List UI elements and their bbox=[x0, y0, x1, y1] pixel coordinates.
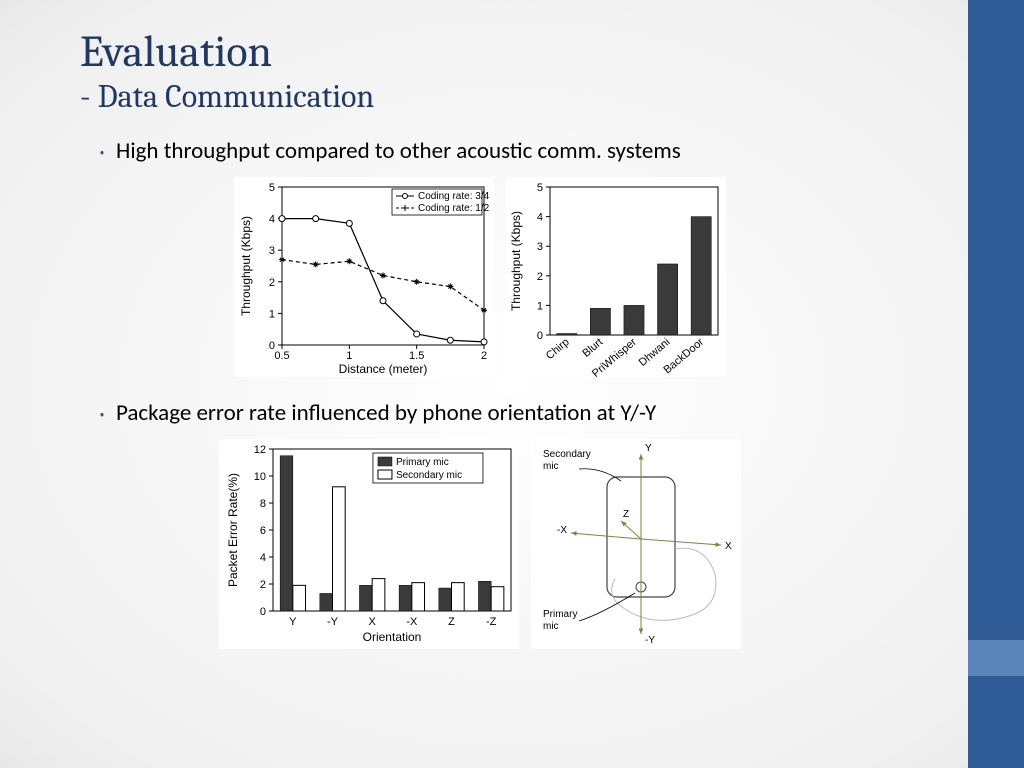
svg-text:10: 10 bbox=[254, 471, 266, 483]
svg-text:Secondary mic: Secondary mic bbox=[396, 470, 462, 481]
svg-text:Coding rate: 1/2: Coding rate: 1/2 bbox=[418, 203, 490, 214]
bullet-text-2: Package error rate influenced by phone o… bbox=[116, 399, 656, 427]
svg-text:0: 0 bbox=[537, 330, 543, 342]
svg-text:Y: Y bbox=[289, 616, 297, 628]
svg-text:1: 1 bbox=[346, 350, 352, 362]
svg-text:mic: mic bbox=[543, 461, 559, 472]
svg-text:Orientation: Orientation bbox=[363, 630, 422, 644]
svg-text:Z: Z bbox=[448, 616, 455, 628]
svg-text:Throughput (Kbps): Throughput (Kbps) bbox=[239, 216, 253, 316]
side-accent bbox=[968, 640, 1024, 676]
svg-text:0: 0 bbox=[260, 606, 266, 618]
svg-text:0: 0 bbox=[269, 340, 275, 352]
svg-text:Chirp: Chirp bbox=[544, 336, 572, 362]
svg-text:1: 1 bbox=[269, 309, 275, 321]
svg-text:-X: -X bbox=[557, 525, 567, 536]
svg-text:Packet Error Rate(%): Packet Error Rate(%) bbox=[226, 473, 240, 587]
orientation-diagram: Y-YX-XZSecondarymicPrimarymic bbox=[531, 439, 741, 649]
svg-text:Primary mic: Primary mic bbox=[396, 457, 449, 468]
figure-row-1: 0.5 1 1.5 2 0 1 2 3 4 5 Distance (meter) Throughput… bbox=[80, 177, 880, 377]
slide-subtitle: - Data Communication bbox=[80, 78, 880, 115]
svg-text:mic: mic bbox=[543, 621, 559, 632]
svg-text:Throughput (Kbps): Throughput (Kbps) bbox=[509, 211, 523, 311]
svg-text:4: 4 bbox=[537, 212, 543, 224]
svg-text:0.5: 0.5 bbox=[274, 350, 289, 362]
bullet-icon: • bbox=[98, 144, 106, 162]
slide-content: Evaluation - Data Communication • High t… bbox=[0, 0, 960, 669]
figure-row-2: 0 2 4 6 8 10 12 Y -Y X -X Z -Z Orientation Packet Erro… bbox=[80, 439, 880, 649]
svg-text:X: X bbox=[725, 541, 732, 552]
svg-text:-Z: -Z bbox=[486, 616, 497, 628]
svg-text:2: 2 bbox=[537, 271, 543, 283]
svg-text:Z: Z bbox=[623, 509, 629, 520]
bullet-1: • High throughput compared to other acou… bbox=[98, 137, 880, 165]
svg-text:-Y: -Y bbox=[645, 635, 655, 646]
svg-text:X: X bbox=[368, 616, 376, 628]
svg-text:-X: -X bbox=[406, 616, 418, 628]
bullet-2: • Package error rate influenced by phone… bbox=[98, 399, 880, 427]
svg-text:5: 5 bbox=[269, 182, 275, 194]
svg-text:Y: Y bbox=[645, 443, 652, 454]
svg-text:8: 8 bbox=[260, 498, 266, 510]
svg-text:Primary: Primary bbox=[543, 609, 577, 620]
svg-text:Distance (meter): Distance (meter) bbox=[339, 362, 428, 376]
throughput-line-chart: 0.5 1 1.5 2 0 1 2 3 4 5 Distance (meter) Throughput… bbox=[234, 177, 494, 377]
svg-text:12: 12 bbox=[254, 444, 266, 456]
svg-text:Coding rate: 3/4: Coding rate: 3/4 bbox=[418, 191, 490, 202]
svg-text:1.5: 1.5 bbox=[409, 350, 424, 362]
slide-title: Evaluation bbox=[80, 28, 880, 76]
svg-text:-Y: -Y bbox=[327, 616, 339, 628]
svg-text:3: 3 bbox=[269, 246, 275, 258]
error-rate-bar-chart: 0 2 4 6 8 10 12 Y -Y X -X Z -Z Orientation Packet Erro… bbox=[219, 439, 519, 649]
svg-text:2: 2 bbox=[481, 350, 487, 362]
svg-text:5: 5 bbox=[537, 182, 543, 194]
svg-text:2: 2 bbox=[269, 277, 275, 289]
bullet-icon: • bbox=[98, 406, 106, 424]
svg-text:6: 6 bbox=[260, 525, 266, 537]
svg-text:Blurt: Blurt bbox=[580, 336, 605, 360]
svg-text:4: 4 bbox=[269, 214, 275, 226]
svg-text:2: 2 bbox=[260, 579, 266, 591]
svg-text:4: 4 bbox=[260, 552, 266, 564]
svg-text:3: 3 bbox=[537, 242, 543, 254]
throughput-bar-chart: 012345ChirpBlurtPriWhisperDhwaniBackDoor… bbox=[506, 177, 726, 377]
bullet-text-1: High throughput compared to other acoust… bbox=[116, 137, 681, 165]
svg-text:1: 1 bbox=[537, 301, 543, 313]
svg-text:Secondary: Secondary bbox=[543, 449, 591, 460]
